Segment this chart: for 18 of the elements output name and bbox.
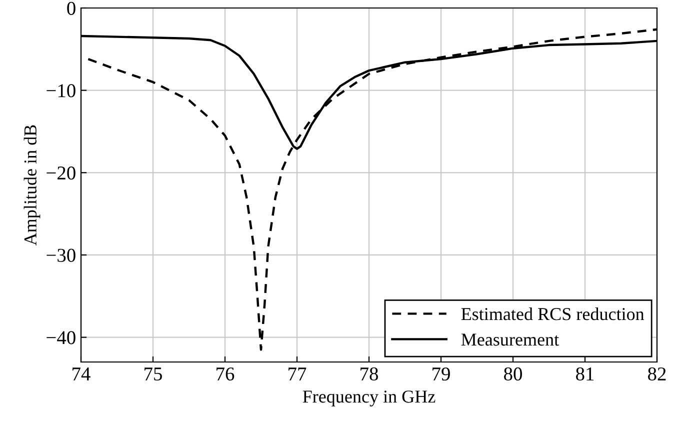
y-tick-label: −10 <box>46 84 76 98</box>
x-tick-label: 78 <box>360 367 378 381</box>
x-tick-label: 80 <box>504 367 522 381</box>
y-axis-title: Amplitude in dB <box>24 125 40 246</box>
x-tick-label: 79 <box>432 367 450 381</box>
legend-label: Estimated RCS reduction <box>461 307 644 320</box>
y-tick-label: −30 <box>46 248 76 262</box>
y-tick-label: 0 <box>67 2 76 15</box>
y-tick-label: −40 <box>46 331 76 344</box>
y-tick-label: −20 <box>46 166 76 180</box>
x-tick-label: 82 <box>648 367 666 381</box>
x-tick-label: 74 <box>72 368 90 380</box>
x-tick-label: 81 <box>576 367 594 381</box>
x-tick-label: 77 <box>288 368 306 380</box>
legend-label: Measurement <box>461 334 559 346</box>
x-tick-label: 75 <box>144 368 162 381</box>
x-axis-title: Frequency in GHz <box>302 390 436 406</box>
x-tick-label: 76 <box>216 367 234 381</box>
